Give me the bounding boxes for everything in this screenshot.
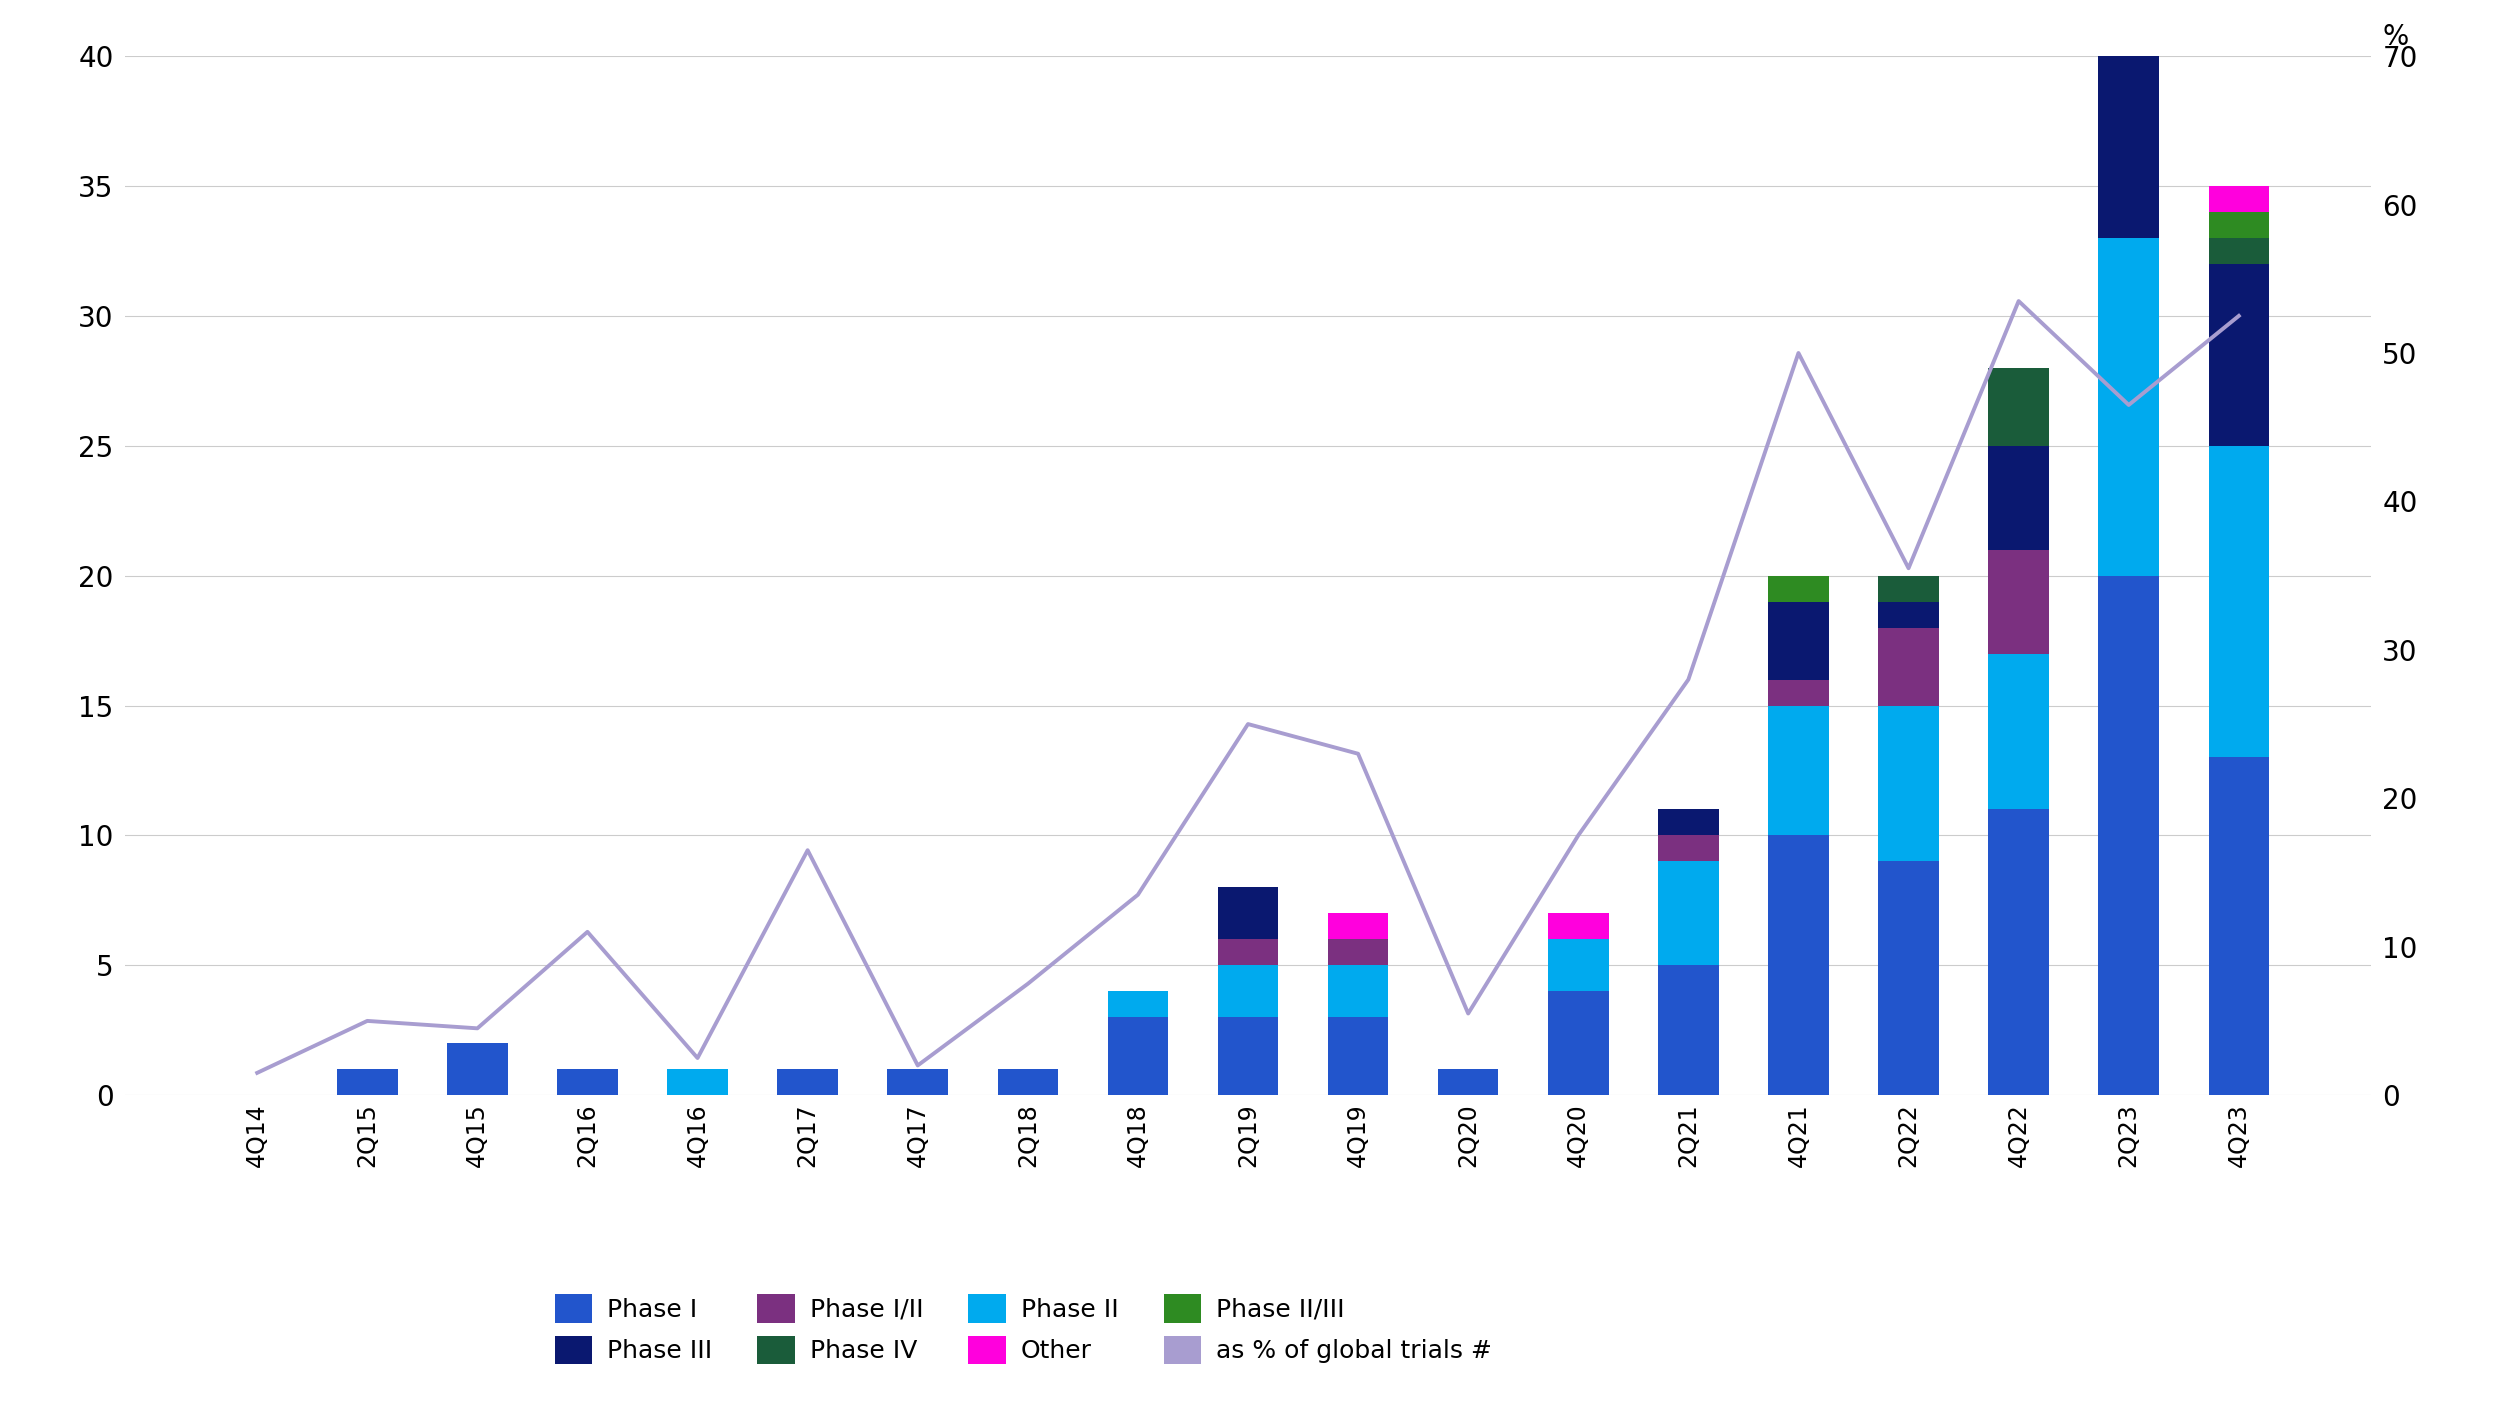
Legend: Phase I, Phase III, Phase I/II, Phase IV, Phase II, Other, Phase II/III, as % of: Phase I, Phase III, Phase I/II, Phase IV…: [544, 1285, 1503, 1375]
Bar: [2209, 212, 2269, 237]
Bar: [2099, 237, 2159, 576]
Bar: [889, 1070, 948, 1095]
Bar: [1879, 628, 1939, 705]
Bar: [337, 1070, 397, 1095]
Bar: [2209, 758, 2269, 1095]
Bar: [1108, 1016, 1168, 1095]
Bar: [557, 1070, 617, 1095]
Bar: [1548, 991, 1607, 1095]
Bar: [1767, 576, 1830, 601]
Bar: [1989, 368, 2049, 446]
Bar: [1989, 549, 2049, 654]
Bar: [1989, 653, 2049, 809]
Bar: [2209, 446, 2269, 758]
Bar: [1438, 1070, 1498, 1095]
Bar: [1879, 601, 1939, 628]
Bar: [1657, 809, 1720, 835]
Bar: [2099, 4, 2159, 237]
Bar: [1767, 601, 1830, 680]
Bar: [1879, 861, 1939, 1095]
Bar: [1548, 939, 1607, 991]
Bar: [1767, 706, 1830, 835]
Bar: [1657, 966, 1720, 1095]
Bar: [1767, 835, 1830, 1095]
Bar: [1879, 705, 1939, 861]
Bar: [1767, 680, 1830, 705]
Bar: [1218, 939, 1278, 966]
Bar: [1328, 939, 1388, 966]
Text: %: %: [2381, 22, 2409, 51]
Bar: [1989, 809, 2049, 1095]
Bar: [1218, 1016, 1278, 1095]
Bar: [1108, 991, 1168, 1016]
Bar: [1328, 966, 1388, 1016]
Bar: [1657, 835, 1720, 861]
Bar: [1218, 966, 1278, 1016]
Bar: [1879, 576, 1939, 601]
Bar: [2099, 576, 2159, 1095]
Bar: [1657, 861, 1720, 966]
Bar: [2099, 0, 2159, 4]
Bar: [2209, 264, 2269, 446]
Bar: [1218, 887, 1278, 939]
Bar: [2209, 237, 2269, 264]
Bar: [447, 1043, 507, 1095]
Bar: [776, 1070, 839, 1095]
Bar: [1548, 914, 1607, 939]
Bar: [666, 1070, 729, 1095]
Bar: [2209, 185, 2269, 212]
Bar: [1328, 1016, 1388, 1095]
Bar: [998, 1070, 1058, 1095]
Bar: [1328, 914, 1388, 939]
Bar: [1989, 446, 2049, 549]
